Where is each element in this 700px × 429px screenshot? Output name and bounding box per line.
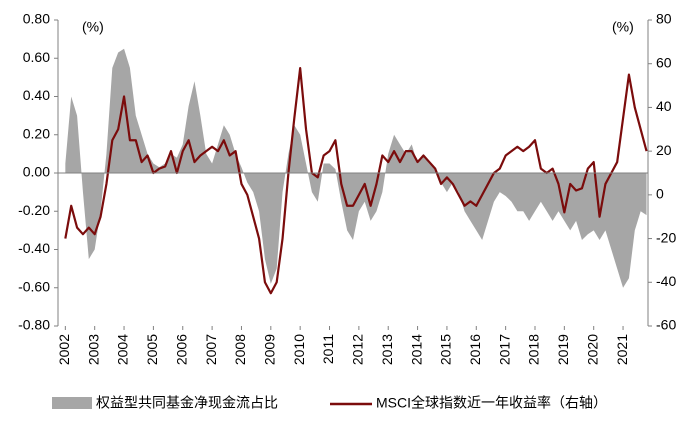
line [64,66,648,295]
x-tick-label: 2012 [350,334,366,365]
x-tick-label: 2007 [203,334,219,365]
y-tick-label: -0.60 [18,278,50,294]
y-tick-label: 0.20 [23,125,50,141]
y2-tick-label: -40 [656,273,676,289]
y-tick-label: 0.80 [23,11,50,27]
y-tick-label: 0.40 [23,87,50,103]
x-tick-label: 2004 [115,334,131,365]
x-tick-label: 2009 [262,334,278,365]
x-tick-label: 2013 [379,334,395,365]
x-tick-label: 2006 [173,334,189,365]
y-tick-label: -0.80 [18,317,50,333]
x-tick-label: 2016 [467,334,483,365]
unit-right: (%) [612,19,634,35]
x-tick-label: 2005 [144,334,160,365]
x-tick-label: 2017 [496,334,512,365]
y2-tick-label: 80 [656,11,672,27]
x-tick-label: 2008 [232,334,248,365]
x-tick-label: 2002 [56,334,72,365]
legend-swatch [52,397,92,409]
legend-label: 权益型共同基金净现金流占比 [96,395,278,411]
x-tick-label: 2021 [614,334,630,365]
y2-tick-label: 20 [656,142,672,158]
y-tick-label: 0.00 [23,164,50,180]
unit-left: (%) [82,19,104,35]
y-tick-label: 0.60 [23,49,50,65]
x-tick-label: 2020 [584,334,600,365]
y-tick-label: -0.40 [18,240,50,256]
y2-tick-label: 40 [656,98,672,114]
y2-tick-label: -20 [656,229,676,245]
y2-tick-label: 60 [656,54,672,70]
x-tick-label: 2019 [555,334,571,365]
x-tick-label: 2010 [291,334,307,365]
x-tick-label: 2003 [85,334,101,365]
x-tick-label: 2011 [320,334,336,364]
x-tick-label: 2015 [438,334,454,365]
y-tick-label: -0.20 [18,202,50,218]
y2-tick-label: -60 [656,317,676,333]
y2-tick-label: 0 [656,186,664,202]
area [65,48,647,288]
x-tick-label: 2018 [526,334,542,365]
legend-label: MSCI全球指数近一年收益率（右轴） [376,395,607,411]
x-tick-label: 2014 [408,334,424,365]
